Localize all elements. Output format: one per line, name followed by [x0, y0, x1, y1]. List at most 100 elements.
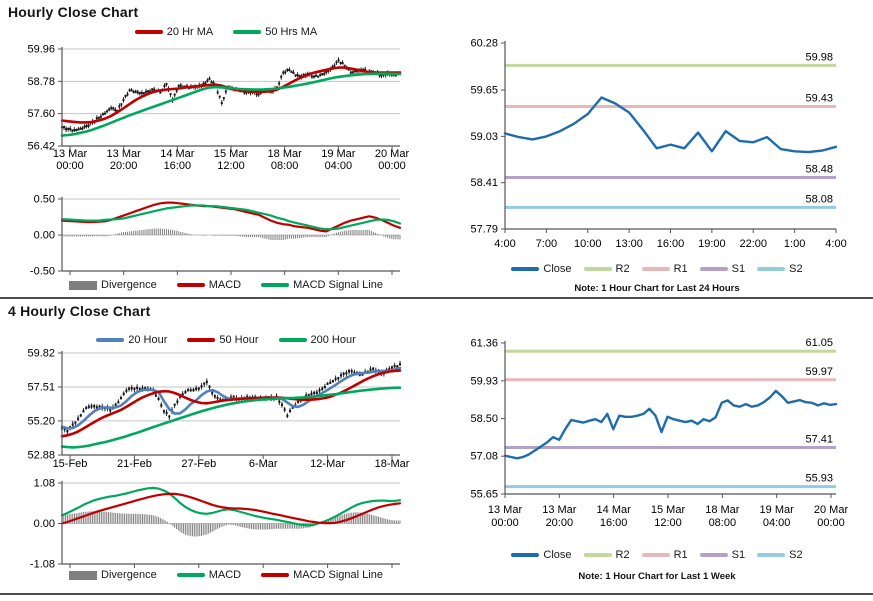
x-tick-label: 16:00	[164, 160, 192, 172]
y-tick-label: 57.79	[470, 224, 498, 236]
axes: 0.50 0.00 -0.50	[30, 194, 400, 278]
legend-label: 50 Hrs MA	[265, 26, 318, 38]
x-tick-label: 10:00	[574, 238, 602, 250]
hourly-levels-legend: Close R2 R1 S1 S2	[445, 263, 869, 275]
x-tick-label: 12:00	[217, 160, 245, 172]
section-divider	[0, 297, 873, 299]
legend-swatch	[69, 570, 98, 580]
4hourly-chart-note: Note: 1 Hour Chart for Last 1 Week	[578, 571, 736, 582]
legend-label: 20 Hr MA	[166, 26, 214, 38]
x-tick-label: 13 Mar	[488, 504, 523, 516]
y-tick-label: 57.08	[470, 451, 498, 463]
x-tick-label: 1:00	[784, 238, 805, 250]
x-tick-label: 13 Mar	[53, 148, 88, 160]
y-tick-label: -1.08	[30, 559, 55, 571]
x-tick-label: 16:00	[657, 238, 685, 250]
y-tick-label: 1.08	[34, 478, 55, 490]
divergence-bars	[61, 511, 401, 537]
x-tick-label: 15 Mar	[214, 148, 249, 160]
gridlines	[62, 48, 400, 115]
x-tick-label: 20 Mar	[375, 148, 410, 160]
y-tick-label: 0.50	[34, 194, 55, 206]
legend-item-close: Close	[511, 263, 572, 275]
y-tick-label: 59.03	[470, 131, 498, 143]
legend-item-20-hour: 20 Hour	[96, 334, 167, 346]
legend-item-s1: S1	[699, 263, 746, 275]
legend-item-macd-signal-line: MACD Signal Line	[261, 279, 383, 291]
legend-label: S1	[731, 263, 746, 275]
legend-label: Close	[543, 549, 572, 561]
x-tick-label: 13 Mar	[542, 504, 577, 516]
legend-swatch	[96, 338, 125, 342]
legend-label: R1	[673, 263, 688, 275]
level-label-r2: 59.98	[805, 51, 833, 63]
legend-label: S2	[789, 549, 803, 561]
x-tick-label: 13 Mar	[107, 148, 142, 160]
legend-item-divergence: Divergence	[69, 569, 157, 581]
legend-swatch	[187, 338, 216, 342]
legend-item-50-hrs-ma: 50 Hrs MA	[233, 26, 317, 38]
y-tick-label: 59.96	[27, 44, 55, 56]
4hourly-close-levels-chart: 61.05 59.97 57.41 55.93 61.36 59.93 58.50 57.08…	[470, 337, 848, 530]
x-tick-label: 12-Mar	[310, 458, 345, 470]
legend-label: MACD Signal Line	[293, 569, 383, 581]
legend-item-macd: MACD	[176, 279, 241, 291]
hourly-macd-legend: Divergence MACD MACD Signal Line	[8, 279, 444, 291]
legend-swatch	[641, 267, 670, 271]
legend-label: R1	[673, 549, 688, 561]
legend-swatch	[583, 267, 612, 271]
series-line-macd-signal-line	[60, 492, 402, 525]
x-tick-label: 18 Mar	[268, 148, 303, 160]
x-tick-label: 4:00	[825, 238, 846, 250]
x-tick-label: 14 Mar	[160, 148, 195, 160]
legend-item-200-hour: 200 Hour	[278, 334, 356, 346]
x-tick-label: 22:00	[739, 238, 767, 250]
y-tick-label: 57.51	[27, 381, 55, 393]
legend-item-s2: S2	[757, 263, 803, 275]
y-tick-label: 58.50	[470, 413, 498, 425]
legend-label: Close	[543, 263, 572, 275]
x-tick-label: 12:00	[654, 517, 682, 529]
legend-item-20-hr-ma: 20 Hr MA	[134, 26, 214, 38]
level-label-r1: 59.43	[805, 92, 833, 104]
x-tick-label: 00:00	[56, 160, 84, 172]
y-tick-label: 59.93	[470, 375, 498, 387]
legend-swatch	[176, 573, 205, 577]
x-tick-label: 08:00	[709, 517, 737, 529]
legend-label: Divergence	[101, 569, 157, 581]
gridlines	[62, 352, 400, 422]
gridlines	[62, 482, 400, 524]
y-tick-label: 59.65	[470, 85, 498, 97]
legend-label: R2	[615, 263, 630, 275]
4hourly-levels-legend: Close R2 R1 S1 S2	[445, 549, 869, 561]
y-tick-label: 57.60	[27, 108, 55, 120]
legend-swatch	[69, 280, 98, 290]
4hourly-section-title: 4 Hourly Close Chart	[8, 303, 151, 319]
legend-item-r1: R1	[641, 263, 688, 275]
legend-swatch	[278, 338, 307, 342]
legend-swatch	[261, 573, 290, 577]
legend-item-r2: R2	[583, 263, 630, 275]
y-tick-label: 59.82	[27, 348, 55, 360]
y-tick-label: 58.41	[470, 177, 498, 189]
divergence-bars	[61, 228, 401, 241]
y-tick-label: 61.36	[470, 338, 498, 350]
legend-swatch	[641, 553, 670, 557]
x-tick-label: 14 Mar	[597, 504, 632, 516]
level-label-r1: 59.97	[805, 366, 833, 378]
series-line-50-hour	[60, 369, 402, 438]
axes: 1.08 0.00 -1.08	[30, 478, 400, 571]
y-tick-label: 55.20	[27, 415, 55, 427]
gridlines	[62, 198, 400, 236]
x-tick-label: 13:00	[615, 238, 643, 250]
series-line-close	[503, 96, 838, 154]
level-label-s1: 58.48	[805, 163, 833, 175]
x-tick-label: 19 Mar	[760, 504, 795, 516]
level-label-s2: 58.08	[805, 193, 833, 205]
x-tick-label: 20 Mar	[814, 504, 849, 516]
x-tick-label: 6-Mar	[249, 458, 278, 470]
